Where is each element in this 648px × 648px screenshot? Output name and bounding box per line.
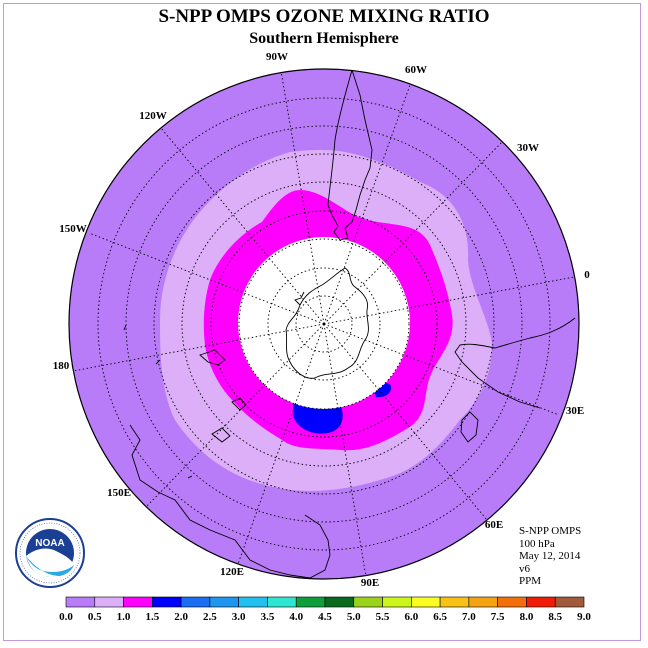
lon-label-180: 180: [53, 360, 70, 372]
legend-swatch: [439, 596, 470, 608]
legend-tick-label: 7.0: [462, 611, 476, 623]
info-version: v6: [519, 563, 530, 575]
legend-tick-label: 2.0: [174, 611, 188, 623]
map-title: S-NPP OMPS OZONE MIXING RATIO: [158, 6, 490, 27]
legend-tick-label: 1.5: [145, 611, 159, 623]
legend-swatch: [267, 596, 297, 608]
legend-swatch: [468, 596, 498, 608]
legend-tick-labels: 0.0 0.5 1.0 1.5 2.0 2.5 3.0 3.5 4.0 4.5 5.0 5.5 6.0 6…: [59, 611, 591, 623]
legend-swatch: [411, 596, 441, 608]
legend-tick-label: 6.0: [404, 611, 418, 623]
noaa-logo: NOAA: [15, 518, 85, 588]
legend-tick-label: 8.5: [548, 611, 562, 623]
islands: [123, 324, 193, 479]
legend-swatch: [209, 596, 239, 608]
legend-swatch: [180, 596, 211, 608]
map-disc-outline: [68, 68, 580, 580]
lon-label-150w: 150W: [59, 223, 87, 235]
legend-swatch: [382, 596, 412, 608]
coastlines: [123, 69, 576, 579]
legend-tick-label: 4.5: [318, 611, 332, 623]
legend-swatch: [324, 596, 355, 608]
legend-swatches: [65, 596, 585, 608]
lon-label-90e: 90E: [361, 577, 379, 589]
lon-label-30w: 30W: [517, 142, 539, 154]
legend-tick-label: 9.0: [577, 611, 591, 623]
info-level: 100 hPa: [519, 538, 555, 550]
legend-tick-label: 8.0: [520, 611, 534, 623]
longitude-labels: 90W 60W 120W 30W 150W 0 180 30E 150E 60E…: [53, 51, 591, 589]
south-america-coast: [327, 69, 373, 241]
antarctica-coast: [285, 267, 369, 379]
legend-tick-label: 0.0: [59, 611, 73, 623]
lon-label-60w: 60W: [405, 64, 427, 76]
lon-label-120e: 120E: [220, 566, 244, 578]
info-date: May 12, 2014: [519, 550, 581, 562]
legend-tick-label: 0.5: [88, 611, 102, 623]
lon-label-30e: 30E: [566, 405, 584, 417]
tasmania: [211, 427, 231, 443]
madagascar: [460, 411, 479, 443]
lon-label-120w: 120W: [139, 110, 167, 122]
legend-swatch: [554, 596, 585, 608]
map-subtitle: Southern Hemisphere: [249, 30, 399, 47]
lon-label-90w: 90W: [266, 51, 288, 63]
legend-swatch: [65, 596, 96, 608]
legend-swatch: [497, 596, 527, 608]
legend-swatch: [526, 596, 556, 608]
legend-swatch: [353, 596, 383, 608]
legend-tick-label: 6.5: [433, 611, 447, 623]
new-zealand: [199, 349, 247, 411]
plot-frame: [3, 3, 641, 641]
legend-tick-label: 7.5: [491, 611, 505, 623]
legend-tick-label: 4.0: [289, 611, 303, 623]
australia-coast: [129, 424, 331, 579]
antarctic-peninsula: [294, 291, 305, 306]
lon-label-150e: 150E: [107, 487, 131, 499]
legend-tick-label: 2.5: [203, 611, 217, 623]
graticule: [72, 70, 575, 578]
legend-swatch: [94, 596, 124, 608]
legend-tick-label: 5.5: [376, 611, 390, 623]
legend-swatch: [152, 596, 182, 608]
lon-label-60e: 60E: [485, 519, 503, 531]
noaa-logo-text: NOAA: [35, 538, 64, 549]
africa-coast: [454, 317, 576, 409]
legend-tick-label: 1.0: [117, 611, 131, 623]
info-instrument: S-NPP OMPS: [519, 525, 582, 537]
legend-swatch: [238, 596, 268, 608]
legend-swatch: [123, 596, 153, 608]
legend-tick-label: 3.0: [232, 611, 246, 623]
legend-swatch: [295, 596, 326, 608]
legend-tick-label: 3.5: [261, 611, 275, 623]
legend-tick-label: 5.0: [347, 611, 361, 623]
lon-label-0: 0: [584, 269, 590, 281]
info-units: PPM: [519, 575, 542, 587]
